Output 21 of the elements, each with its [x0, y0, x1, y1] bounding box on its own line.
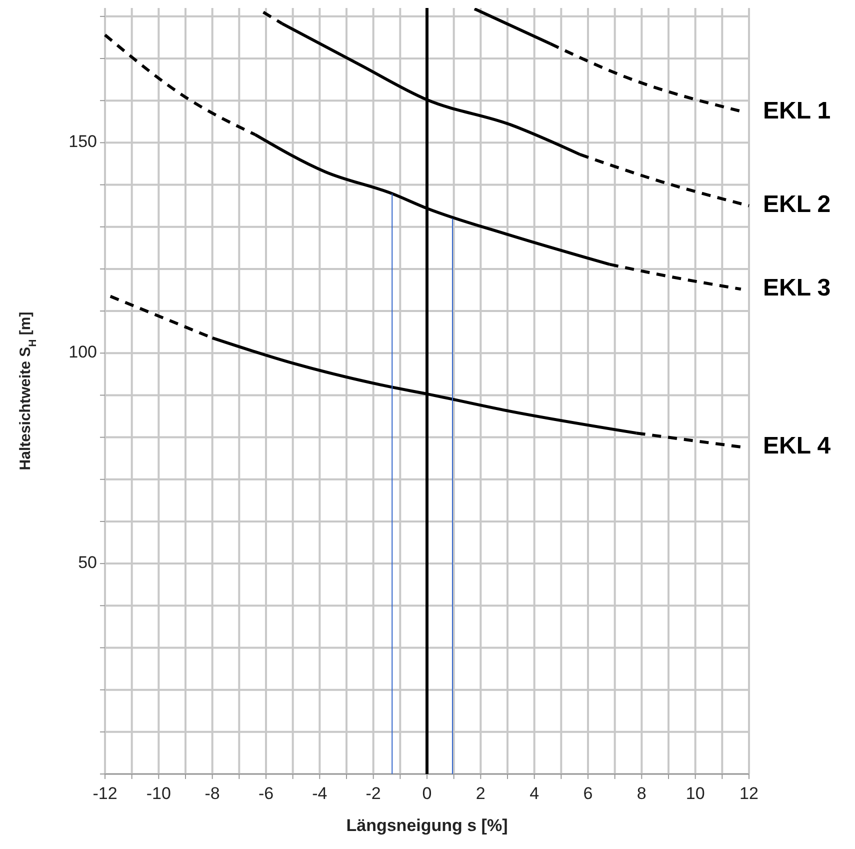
- series-label: EKL 4: [763, 432, 832, 460]
- series-label: EKL 1: [763, 97, 831, 124]
- series-label: EKL 3: [763, 274, 831, 302]
- x-tick-label: 6: [583, 784, 593, 803]
- x-tick-label: 2: [476, 784, 486, 803]
- y-tick-label: 100: [68, 342, 97, 362]
- x-axis-title: Längsneigung s [%]: [346, 816, 508, 835]
- y-tick-label: 50: [78, 553, 97, 572]
- series-label: EKL 2: [763, 191, 831, 218]
- x-tick-label: -2: [366, 784, 381, 803]
- x-tick-label: -4: [312, 784, 328, 803]
- x-tick-label: 8: [636, 784, 646, 803]
- x-tick-label: -10: [146, 784, 171, 803]
- x-tick-label: -12: [92, 784, 118, 803]
- x-tick-label: 4: [530, 784, 540, 803]
- x-tick-label: 10: [686, 784, 705, 803]
- y-tick-label: 150: [68, 132, 97, 152]
- x-tick-label: 0: [422, 784, 432, 803]
- x-tick-label: -6: [258, 784, 274, 803]
- x-tick-label: 12: [740, 784, 758, 803]
- x-tick-label: -8: [204, 784, 220, 803]
